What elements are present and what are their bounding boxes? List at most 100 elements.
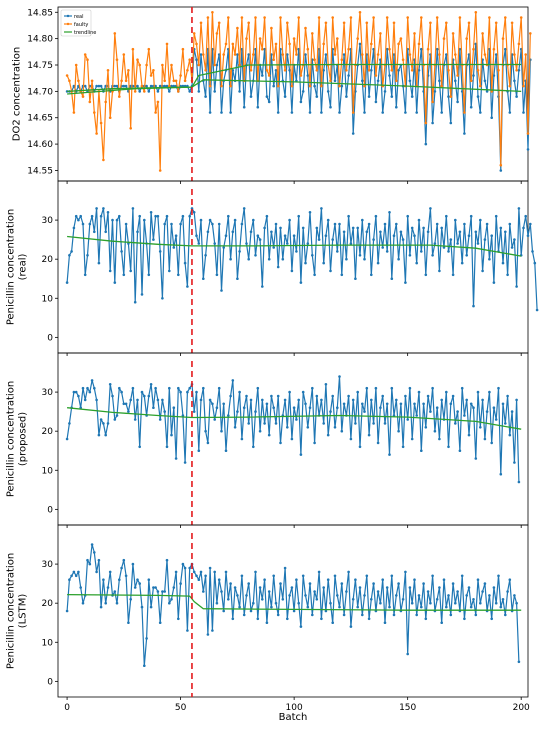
data-point <box>331 621 335 624</box>
data-point <box>170 222 173 226</box>
data-point <box>356 390 360 394</box>
data-point <box>222 402 225 406</box>
data-point <box>492 74 496 77</box>
data-point <box>431 386 434 390</box>
data-point <box>469 214 473 218</box>
data-point <box>365 21 369 25</box>
series-line <box>66 375 520 483</box>
data-point <box>104 433 107 437</box>
data-point <box>276 394 280 398</box>
data-point <box>299 74 303 77</box>
data-point <box>111 394 114 398</box>
data-point <box>292 609 296 613</box>
data-point <box>158 621 162 624</box>
data-point <box>361 79 364 83</box>
data-point <box>333 53 337 56</box>
data-point <box>420 16 423 19</box>
data-point <box>288 594 291 597</box>
data-point <box>329 79 332 83</box>
data-point <box>224 570 228 574</box>
data-point <box>435 16 439 19</box>
data-point <box>531 250 534 253</box>
data-point <box>340 582 344 585</box>
data-point <box>299 281 303 284</box>
data-point <box>247 422 250 425</box>
data-point <box>501 598 505 601</box>
data-point <box>177 617 180 621</box>
data-point <box>338 84 341 88</box>
data-point <box>222 609 225 613</box>
data-point <box>504 47 507 51</box>
data-point <box>233 218 237 222</box>
data-point <box>408 586 412 589</box>
data-point <box>329 269 332 273</box>
data-point <box>381 578 385 581</box>
data-point <box>245 394 248 398</box>
data-point <box>258 37 262 40</box>
data-point <box>501 37 505 40</box>
data-point <box>499 169 503 172</box>
data-point <box>485 222 489 226</box>
data-point <box>108 383 112 386</box>
data-point <box>174 457 178 460</box>
data-point <box>479 426 482 429</box>
data-point <box>97 433 101 437</box>
series-line-0 <box>65 543 521 667</box>
data-point <box>206 230 210 234</box>
data-point <box>77 79 80 83</box>
data-point <box>435 222 439 226</box>
data-point <box>383 222 387 226</box>
data-point <box>358 42 362 46</box>
data-point <box>199 21 203 25</box>
data-point <box>122 273 126 277</box>
data-point <box>522 226 525 230</box>
legend-label: faulty <box>74 22 88 28</box>
y-tick-label: 30 <box>42 388 54 398</box>
data-point <box>229 394 232 398</box>
data-point <box>485 90 489 93</box>
data-point <box>179 390 182 394</box>
data-point <box>204 254 207 257</box>
data-point <box>347 214 350 218</box>
data-point <box>143 218 146 222</box>
data-point <box>208 84 212 88</box>
data-point <box>106 422 110 425</box>
data-point <box>113 84 117 88</box>
data-point <box>206 441 210 445</box>
data-point <box>379 601 382 605</box>
data-point <box>424 273 428 277</box>
data-point <box>113 32 117 35</box>
data-point <box>472 47 475 51</box>
series-line <box>66 543 520 667</box>
data-point <box>397 42 400 46</box>
data-point <box>136 578 139 581</box>
data-point <box>363 410 366 413</box>
data-point <box>449 613 453 617</box>
data-point <box>465 398 469 402</box>
data-point <box>242 613 246 617</box>
data-point <box>290 111 294 114</box>
data-point <box>367 617 371 621</box>
data-point <box>279 441 282 445</box>
data-point <box>286 21 289 25</box>
data-point <box>118 95 121 98</box>
data-point <box>297 601 301 605</box>
data-point <box>104 100 107 104</box>
data-point <box>472 598 475 601</box>
data-point <box>102 207 105 210</box>
data-point <box>115 601 119 605</box>
data-point <box>376 441 380 445</box>
data-point <box>311 254 314 257</box>
data-point <box>83 84 87 88</box>
data-point <box>354 277 357 281</box>
data-point <box>333 79 337 83</box>
data-point <box>329 601 332 605</box>
data-point <box>395 398 398 402</box>
series-line-0 <box>65 207 539 312</box>
data-point <box>113 281 117 284</box>
data-point <box>149 383 153 386</box>
data-point <box>388 74 391 77</box>
data-point <box>467 433 471 437</box>
data-point <box>270 230 273 234</box>
data-point <box>161 297 164 300</box>
